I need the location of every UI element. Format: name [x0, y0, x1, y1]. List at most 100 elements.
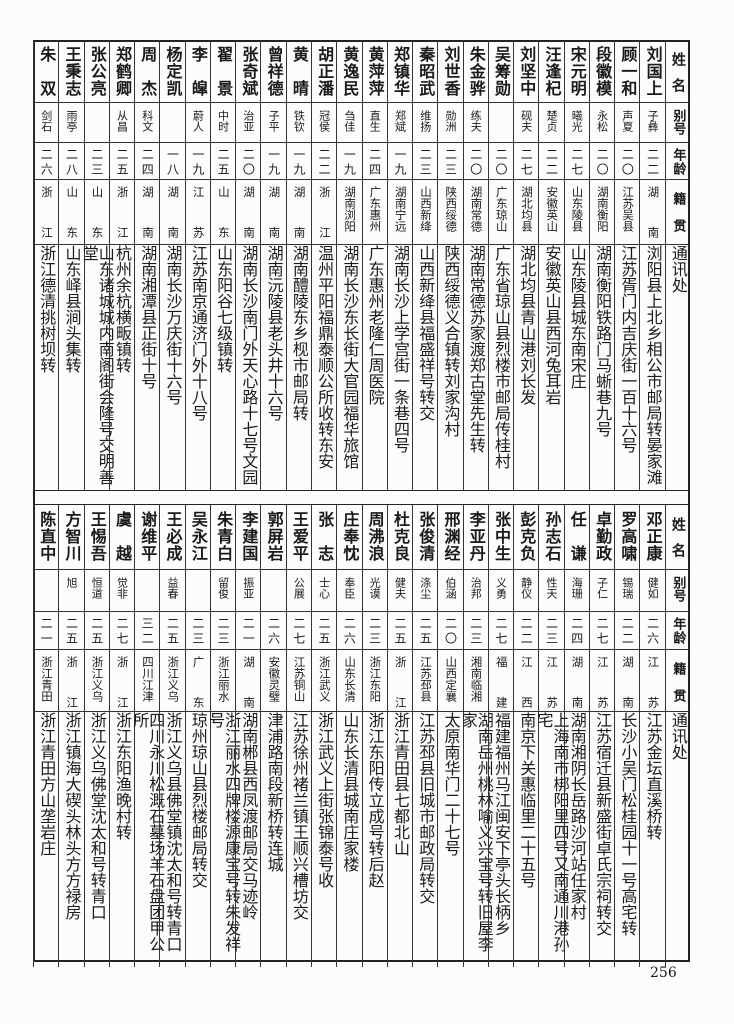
address-text: 安徽英山县西河兔耳岩: [542, 245, 562, 405]
address-text: 湖南湘阴长岳路沙河站任家村: [567, 712, 587, 920]
native-cell: 江苏: [640, 650, 665, 712]
age-text: 二二: [645, 148, 660, 175]
address-cell: 山东诸城城内南阁街会隆号交明善堂: [80, 245, 115, 490]
age-cell: 二七: [109, 612, 135, 650]
native-text: 湖南: [141, 186, 156, 238]
address-text: 江苏胥门内吉庆街一百十六号: [618, 245, 638, 453]
age-cell: 二五: [312, 612, 337, 650]
age-text: 二〇: [494, 148, 508, 175]
address-cell: 山东陵县城东南宋庄: [565, 245, 589, 490]
age-text: 二五: [89, 617, 104, 644]
native-cell: 浙江义乌: [160, 650, 185, 712]
native-text: 山西新绛: [418, 186, 433, 232]
name-text: 虞越: [113, 511, 133, 561]
name-cell: 黄逸民: [337, 40, 362, 103]
alias-cell: 旭: [59, 570, 84, 612]
address-text: 浙江德清挑树坝转: [37, 245, 57, 373]
native-cell: 浙江: [387, 650, 413, 712]
native-text: 山东长清: [343, 656, 358, 702]
name-text: 朱双: [37, 46, 57, 96]
address-text: 湖南湘潭县正街十号: [138, 245, 158, 389]
alias-text: 铁钦: [292, 110, 306, 132]
age-cell: 二五: [413, 612, 438, 650]
alias-text: 留俊: [216, 577, 230, 599]
name-text: 杜克良: [390, 511, 410, 561]
address-text: 山东陵县城东南宋庄: [567, 245, 587, 389]
address-cell: 浙江青田方山垄岩庄: [34, 712, 58, 967]
name-text: 张志: [315, 511, 335, 561]
age-text: 二七: [519, 148, 534, 175]
name-text: 罗高啸: [618, 511, 638, 561]
age-text: 二二: [544, 148, 559, 175]
native-text: 湖南常德: [469, 186, 484, 232]
native-cell: 湖北均县: [514, 180, 539, 245]
alias-cell: 光谟: [362, 570, 387, 612]
age-text: 二七: [569, 148, 584, 175]
address-text: 津浦路南段新桥转连城: [264, 712, 284, 872]
alias-cell: 维扬: [413, 103, 438, 143]
age-text: 一九: [392, 148, 407, 175]
alias-cell: 勋洲: [438, 103, 463, 143]
name-text: 翟景: [214, 46, 234, 96]
native-cell: 广东琼山: [488, 180, 514, 245]
alias-cell: 海珊: [564, 570, 589, 612]
native-cell: 山东长清: [337, 650, 362, 712]
native-cell: 江西: [514, 650, 539, 712]
address-cell: 湖南沅陵县老头井十六号: [261, 245, 285, 490]
header-alias-cell: 别号: [665, 570, 690, 612]
native-cell: 浙江: [109, 650, 135, 712]
alias-cell: 练夫: [463, 103, 488, 143]
native-text: 安徽英山: [545, 186, 560, 232]
name-cell: 李建国: [236, 505, 261, 570]
native-cell: 湖南宁远: [387, 180, 413, 245]
native-cell: 浙江: [312, 180, 337, 245]
native-text: 浙江义乌: [90, 656, 105, 702]
native-text: 湖南: [621, 656, 636, 708]
name-text: 李亚丹: [466, 511, 486, 561]
roster-table-bottom: 姓名 别号 年龄 籍贯 通讯处 邓正康 健如 二六 江苏 江苏金坛直溪桥转 罗高啸 锡瑞 二二 湖南 长沙小…: [33, 505, 690, 967]
alias-cell: 健夫: [387, 570, 413, 612]
header-address-cell: 通讯处: [666, 245, 690, 490]
name-text: 张俊清: [416, 511, 436, 561]
address-text: 浏阳县上北乡相公市邮局转晏家滩: [643, 245, 663, 485]
alias-cell: 楚贞: [539, 103, 564, 143]
address-cell: 温州平阳福鼎泰顺公所收转东安: [312, 245, 336, 490]
address-cell: 湖南长沙万庆街十六号: [160, 245, 184, 490]
alias-text: 砚夫: [519, 110, 533, 132]
age-cell: 二三: [84, 143, 109, 180]
native-text: 湖北均县: [520, 186, 535, 232]
header-name-text: 姓名: [669, 52, 686, 92]
address-cell: 浙江丽水四牌楼源康宝号转朱发祥号: [206, 712, 241, 967]
table-row: 李亚丹 治邦 二三 湘南临湘 湖南岳州桃林喻义兴宝号转旧屋李家: [459, 505, 494, 967]
name-cell: 孙志石: [539, 505, 564, 570]
native-text: 湖南: [242, 656, 257, 708]
address-cell: 浙江德清挑树坝转: [34, 245, 58, 490]
age-cell: 二一: [34, 612, 59, 650]
age-cell: 二六: [261, 612, 286, 650]
native-text: 江苏邳县: [418, 656, 433, 702]
name-cell: 任谦: [564, 505, 589, 570]
alias-text: 维扬: [418, 110, 432, 132]
address-text: 浙江东阳渔晚村转: [113, 712, 133, 840]
address-text: 福建福州马江闽安下亭头长柄乡: [492, 712, 511, 936]
age-text: 二五: [392, 617, 407, 644]
address-cell: 湖南长沙东长街大官园福华旅馆: [337, 245, 361, 490]
alias-cell: 性天: [539, 570, 564, 612]
name-cell: 张公亮: [84, 40, 109, 103]
name-cell: 谢维平: [135, 505, 160, 570]
native-text: 山东: [90, 186, 105, 238]
alias-text: 子平: [267, 110, 281, 132]
table-row: 罗高啸 锡瑞 二二 湖南 长沙小吴门松桂园十一号高宅转: [614, 505, 640, 967]
table-row: 刘世香 勋洲 二三 陕西绥德 陕西绥德义合镇转刘家沟村: [437, 40, 463, 490]
table-row: 郑鹤卿 从昌 二五 浙江 杭州余杭横畈镇转: [108, 40, 135, 490]
address-cell: 湖南衡阳铁路门马蜥巷九号: [590, 245, 614, 490]
name-text: 顾一和: [618, 46, 638, 96]
alias-text: 子彝: [646, 110, 660, 132]
alias-text: 静仪: [519, 577, 533, 599]
name-cell: 虞越: [109, 505, 135, 570]
table-row: 郑镇华 郑斌 一九 湖南宁远 湖南长沙上学宫街一条巷四号: [386, 40, 413, 490]
alias-text: 中时: [216, 110, 230, 132]
header-column: 姓名 别号 年龄 籍贯 通讯处: [664, 505, 690, 967]
alias-cell: 留俊: [210, 570, 236, 612]
address-cell: 浙江东阳传立成号转后赵: [363, 712, 387, 967]
